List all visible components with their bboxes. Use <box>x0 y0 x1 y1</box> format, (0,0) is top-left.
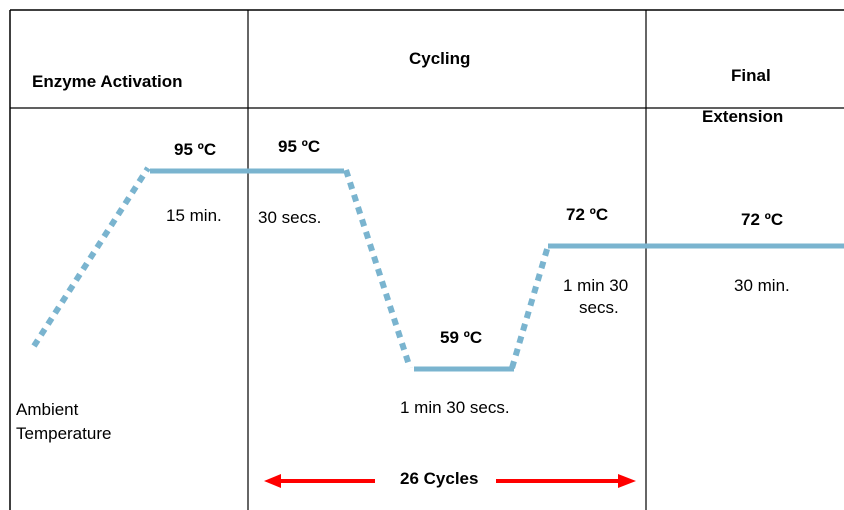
anneal-time-label: 1 min 30 secs. <box>400 398 510 417</box>
header-final-line1: Final <box>731 66 771 85</box>
ramp-up-to-extension <box>509 245 551 369</box>
extend-time-line1: 1 min 30 <box>563 276 629 295</box>
ambient-label-line2: Temperature <box>16 424 112 443</box>
ramp-down-to-annealing <box>343 169 413 369</box>
ambient-label-line1: Ambient <box>16 400 79 419</box>
cycles-arrow-left-head <box>264 474 281 488</box>
header-final-line2: Extension <box>702 107 784 126</box>
extend-time-line2: secs. <box>579 298 619 313</box>
activation-temp-label: 95 ºC <box>174 140 217 159</box>
denature-temp-label: 95 ºC <box>278 137 321 156</box>
extend-temp-label: 72 ºC <box>566 205 609 224</box>
cycles-arrow-right-head <box>618 474 636 488</box>
ramp-up-from-ambient <box>31 166 151 348</box>
final-temp-label: 72 ºC <box>741 210 784 229</box>
denature-time-label: 30 secs. <box>258 208 322 227</box>
cycles-label: 26 Cycles <box>400 469 479 488</box>
activation-time-label: 15 min. <box>166 206 222 225</box>
final-time-label: 30 min. <box>734 276 790 295</box>
header-cycling: Cycling <box>409 49 471 68</box>
header-enzyme-activation: Enzyme Activation <box>32 72 183 91</box>
anneal-temp-label: 59 ºC <box>440 328 483 347</box>
